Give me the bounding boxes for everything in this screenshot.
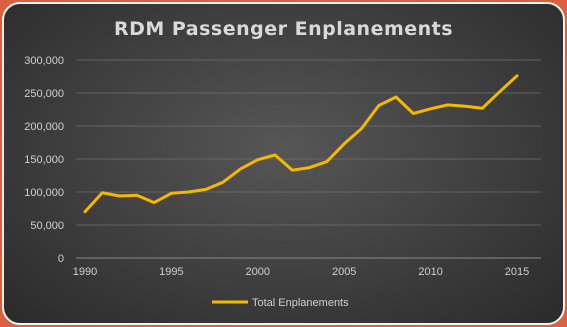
x-tick-label: 1995	[159, 266, 183, 278]
chart-title: RDM Passenger Enplanements	[113, 18, 454, 40]
x-tick-label: 2000	[246, 266, 270, 278]
y-tick-label: 200,000	[24, 121, 64, 133]
x-tick-label: 1990	[73, 266, 97, 278]
x-tick-label: 2015	[505, 266, 529, 278]
x-tick-label: 2005	[332, 266, 356, 278]
y-tick-label: 100,000	[24, 187, 64, 199]
y-tick-label: 150,000	[24, 154, 64, 166]
y-tick-label: 300,000	[24, 55, 64, 67]
legend-label: Total Enplanements	[252, 297, 349, 309]
y-tick-label: 250,000	[24, 88, 64, 100]
y-tick-label: 0	[58, 253, 64, 265]
series-line	[83, 74, 519, 214]
x-tick-label: 2010	[418, 266, 442, 278]
y-tick-label: 50,000	[30, 220, 64, 232]
